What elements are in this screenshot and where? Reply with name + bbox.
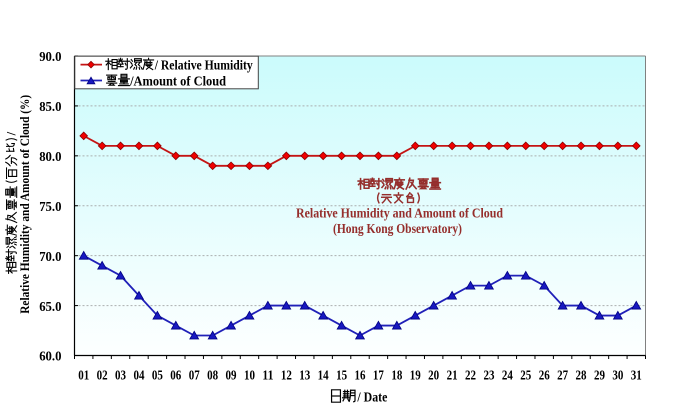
svg-text:11: 11 — [262, 368, 273, 383]
svg-text:20: 20 — [428, 368, 439, 383]
svg-text:(Hong Kong Observatory): (Hong Kong Observatory) — [333, 221, 462, 237]
svg-text:70.0: 70.0 — [39, 250, 61, 265]
svg-text:15: 15 — [336, 368, 347, 383]
svg-text:/: / — [5, 131, 19, 136]
svg-text:17: 17 — [373, 368, 384, 383]
svg-text:65.0: 65.0 — [39, 300, 61, 315]
svg-text:23: 23 — [483, 368, 494, 383]
svg-text:90.0: 90.0 — [39, 50, 61, 65]
svg-text:12: 12 — [281, 368, 292, 383]
svg-text:08: 08 — [207, 368, 218, 383]
svg-text:Relative Humidity and Amount o: Relative Humidity and Amount of Cloud (%… — [18, 95, 32, 314]
svg-text:02: 02 — [97, 368, 108, 383]
svg-text:85.0: 85.0 — [39, 100, 61, 115]
svg-text:18: 18 — [391, 368, 402, 383]
svg-text:/ Relative Humidity: / Relative Humidity — [154, 58, 253, 73]
svg-text:80.0: 80.0 — [39, 150, 61, 165]
svg-text:24: 24 — [502, 368, 513, 383]
svg-text:/Amount of Cloud: /Amount of Cloud — [129, 73, 227, 88]
svg-text:75.0: 75.0 — [39, 200, 61, 215]
svg-text:25: 25 — [520, 368, 531, 383]
svg-text:31: 31 — [631, 368, 642, 383]
svg-text:/ Date: / Date — [356, 390, 387, 405]
svg-text:04: 04 — [133, 368, 144, 383]
svg-text:Relative Humidity and Amount o: Relative Humidity and Amount of Cloud — [296, 205, 503, 220]
svg-text:27: 27 — [557, 368, 568, 383]
svg-text:07: 07 — [189, 368, 200, 383]
svg-text:06: 06 — [170, 368, 181, 383]
svg-text:13: 13 — [299, 368, 310, 383]
svg-text:16: 16 — [355, 368, 366, 383]
svg-text:29: 29 — [594, 368, 605, 383]
svg-text:14: 14 — [318, 368, 329, 383]
svg-text:19: 19 — [410, 368, 421, 383]
svg-text:28: 28 — [576, 368, 587, 383]
svg-text:22: 22 — [465, 368, 476, 383]
svg-text:03: 03 — [115, 368, 126, 383]
svg-text:26: 26 — [539, 368, 550, 383]
svg-text:10: 10 — [244, 368, 255, 383]
svg-text:21: 21 — [447, 368, 458, 383]
svg-text:30: 30 — [612, 368, 623, 383]
svg-text:60.0: 60.0 — [39, 350, 61, 365]
svg-text:05: 05 — [152, 368, 163, 383]
svg-text:01: 01 — [78, 368, 89, 383]
svg-text:09: 09 — [226, 368, 237, 383]
